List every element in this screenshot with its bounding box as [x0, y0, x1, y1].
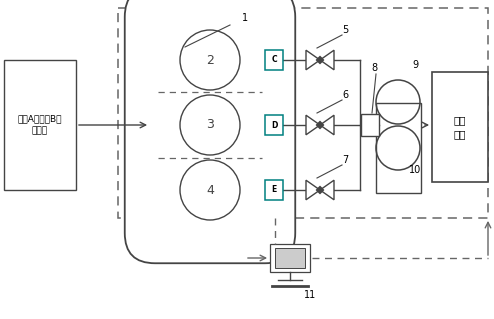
- Text: 5: 5: [342, 25, 348, 35]
- Polygon shape: [265, 50, 283, 70]
- Polygon shape: [265, 180, 283, 200]
- Text: 8: 8: [371, 63, 377, 73]
- Polygon shape: [270, 244, 310, 272]
- Polygon shape: [320, 115, 334, 135]
- Polygon shape: [316, 56, 324, 64]
- Polygon shape: [316, 186, 324, 194]
- Text: 2: 2: [206, 54, 214, 66]
- Text: 噴气
模块: 噴气 模块: [454, 115, 466, 139]
- FancyBboxPatch shape: [125, 0, 295, 263]
- Text: 4: 4: [206, 183, 214, 197]
- Polygon shape: [320, 180, 334, 200]
- Polygon shape: [306, 180, 320, 200]
- Polygon shape: [265, 115, 283, 135]
- Text: 6: 6: [342, 90, 348, 100]
- Polygon shape: [306, 50, 320, 70]
- Text: 11: 11: [304, 290, 316, 300]
- Text: 10: 10: [409, 165, 421, 175]
- Text: 1: 1: [242, 13, 248, 23]
- Text: E: E: [271, 186, 277, 195]
- Polygon shape: [432, 72, 488, 182]
- Text: 3: 3: [206, 118, 214, 131]
- Polygon shape: [320, 50, 334, 70]
- Polygon shape: [306, 115, 320, 135]
- Text: 7: 7: [342, 155, 348, 165]
- Text: 气体A与气体B的
混合气: 气体A与气体B的 混合气: [18, 115, 62, 135]
- Polygon shape: [4, 60, 76, 190]
- Polygon shape: [275, 248, 305, 268]
- Text: D: D: [271, 121, 277, 130]
- Text: C: C: [271, 56, 277, 64]
- Polygon shape: [361, 114, 379, 136]
- Text: 9: 9: [412, 60, 418, 70]
- Polygon shape: [316, 121, 324, 129]
